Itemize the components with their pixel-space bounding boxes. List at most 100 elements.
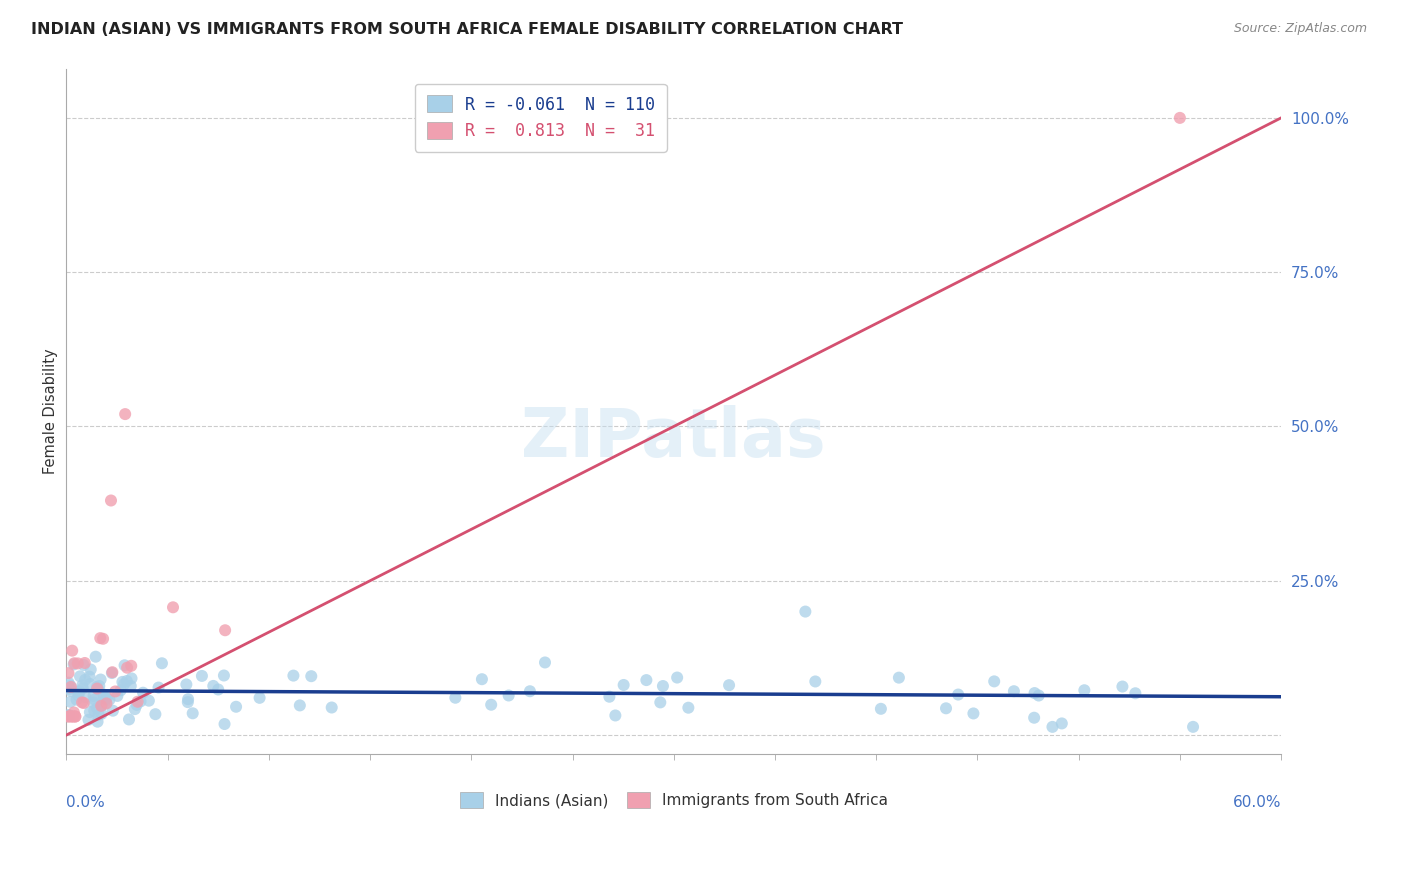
Point bbox=[1024, 686, 1046, 700]
Point bbox=[870, 702, 893, 716]
Text: 0.0%: 0.0% bbox=[66, 795, 105, 810]
Point bbox=[132, 686, 155, 700]
Point bbox=[93, 688, 115, 702]
Point bbox=[1168, 111, 1191, 125]
Point bbox=[1111, 680, 1133, 694]
Point bbox=[94, 692, 117, 706]
Point bbox=[1125, 686, 1147, 700]
Point bbox=[100, 493, 122, 508]
Point bbox=[534, 656, 557, 670]
Point bbox=[80, 663, 103, 677]
Point bbox=[652, 679, 675, 693]
Point bbox=[636, 673, 658, 687]
Point bbox=[59, 695, 82, 709]
Point bbox=[613, 678, 636, 692]
Text: 60.0%: 60.0% bbox=[1233, 795, 1281, 810]
Point bbox=[112, 677, 135, 691]
Point bbox=[666, 671, 689, 685]
Point bbox=[110, 683, 132, 698]
Point bbox=[98, 692, 121, 706]
Text: Source: ZipAtlas.com: Source: ZipAtlas.com bbox=[1233, 22, 1367, 36]
Point bbox=[89, 631, 111, 645]
Point bbox=[58, 709, 80, 723]
Point bbox=[59, 680, 82, 694]
Point bbox=[321, 700, 343, 714]
Point bbox=[101, 666, 124, 681]
Y-axis label: Female Disability: Female Disability bbox=[44, 348, 58, 474]
Point bbox=[60, 709, 83, 723]
Point bbox=[62, 657, 84, 672]
Point bbox=[127, 695, 149, 709]
Point bbox=[58, 708, 80, 723]
Point bbox=[114, 658, 136, 673]
Point bbox=[887, 671, 910, 685]
Point bbox=[62, 709, 84, 723]
Point bbox=[87, 707, 110, 722]
Point bbox=[283, 668, 305, 682]
Point bbox=[82, 696, 104, 710]
Point bbox=[471, 672, 494, 686]
Point bbox=[77, 713, 100, 727]
Text: INDIAN (ASIAN) VS IMMIGRANTS FROM SOUTH AFRICA FEMALE DISABILITY CORRELATION CHA: INDIAN (ASIAN) VS IMMIGRANTS FROM SOUTH … bbox=[31, 22, 903, 37]
Point bbox=[58, 675, 80, 690]
Point bbox=[249, 690, 271, 705]
Point bbox=[58, 709, 80, 723]
Point bbox=[59, 681, 82, 696]
Point bbox=[1024, 711, 1046, 725]
Point bbox=[69, 684, 91, 698]
Point bbox=[207, 682, 229, 697]
Point bbox=[63, 706, 86, 720]
Point bbox=[91, 632, 114, 646]
Point bbox=[120, 679, 142, 693]
Point bbox=[73, 656, 96, 670]
Point bbox=[498, 689, 520, 703]
Point bbox=[84, 649, 107, 664]
Point bbox=[114, 407, 136, 421]
Point bbox=[72, 678, 94, 692]
Point bbox=[89, 679, 111, 693]
Point bbox=[86, 714, 108, 729]
Point bbox=[718, 678, 741, 692]
Point bbox=[101, 704, 124, 718]
Point bbox=[678, 700, 700, 714]
Point bbox=[86, 701, 108, 715]
Point bbox=[87, 682, 110, 697]
Point bbox=[65, 709, 87, 723]
Point bbox=[104, 684, 127, 698]
Point bbox=[125, 698, 148, 712]
Point bbox=[212, 668, 235, 682]
Point bbox=[101, 665, 124, 680]
Point bbox=[214, 717, 236, 731]
Point bbox=[58, 708, 80, 723]
Point bbox=[66, 657, 89, 671]
Point bbox=[73, 696, 96, 710]
Point bbox=[162, 600, 184, 615]
Point bbox=[145, 707, 167, 722]
Point bbox=[115, 661, 138, 675]
Point bbox=[225, 699, 247, 714]
Point bbox=[214, 624, 236, 638]
Point bbox=[129, 694, 152, 708]
Point bbox=[935, 701, 957, 715]
Point bbox=[58, 666, 80, 681]
Point bbox=[138, 694, 160, 708]
Point bbox=[650, 695, 672, 709]
Point bbox=[598, 690, 620, 704]
Point bbox=[96, 691, 118, 706]
Point bbox=[124, 702, 146, 716]
Point bbox=[115, 673, 138, 688]
Point bbox=[177, 695, 200, 709]
Point bbox=[60, 684, 83, 698]
Point bbox=[86, 681, 108, 696]
Point bbox=[83, 689, 105, 703]
Point bbox=[90, 673, 112, 687]
Point bbox=[177, 692, 200, 706]
Point bbox=[75, 690, 97, 704]
Point bbox=[79, 670, 101, 684]
Point bbox=[90, 698, 112, 712]
Point bbox=[176, 677, 198, 691]
Point bbox=[118, 713, 141, 727]
Point bbox=[86, 680, 108, 694]
Text: ZIPatlas: ZIPatlas bbox=[522, 406, 827, 471]
Point bbox=[60, 709, 83, 723]
